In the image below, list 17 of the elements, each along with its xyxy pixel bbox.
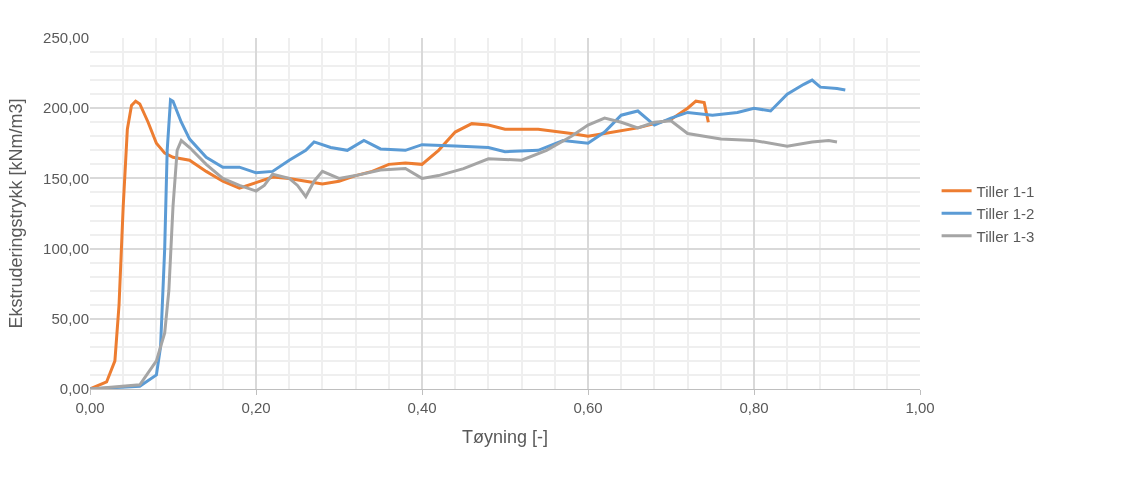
x-tick-label: 0,20 [241,399,271,416]
y-tick-label: 200,00 [43,99,89,117]
y-tick-label: 150,00 [43,169,89,187]
y-tick-label: 0,00 [59,380,89,398]
y-tick-label: 250,00 [43,29,89,47]
x-tick-label: 1,00 [905,399,935,416]
legend-label: Tiller 1-2 [976,205,1035,223]
x-tick-label: 0,60 [573,399,603,416]
legend-label: Tiller 1-3 [976,227,1035,245]
y-axis-title: Ekstruderingstrykk [kNm/m3] [6,98,27,329]
x-tick-label: 0,40 [407,399,437,416]
x-tick-label: 0,80 [739,399,769,416]
y-tick-label: 100,00 [43,239,89,257]
x-tick-label: 0,00 [75,399,105,416]
x-axis-title: Tøyning [-] [461,427,549,448]
legend-label: Tiller 1-1 [976,182,1035,200]
y-tick-label: 50,00 [51,310,89,328]
